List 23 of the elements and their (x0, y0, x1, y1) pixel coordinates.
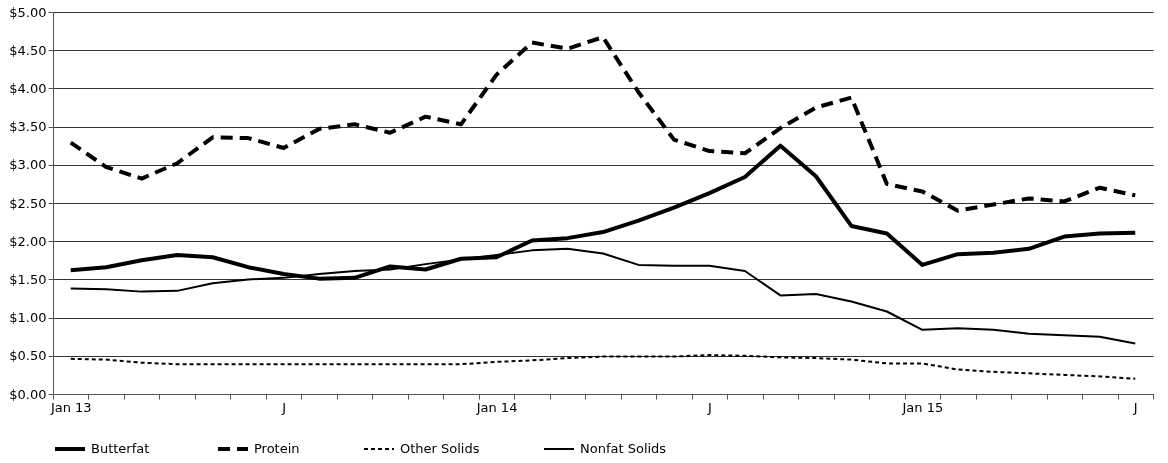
legend-label: Butterfat (91, 441, 150, 456)
legend-label: Protein (254, 441, 300, 456)
y-tick-label: $0.50 (9, 348, 47, 364)
y-tick-label: $1.50 (9, 271, 47, 287)
x-tick-label: J (281, 399, 287, 415)
x-tick-label: J (1132, 399, 1138, 415)
legend-label: Other Solids (400, 441, 480, 456)
y-tick-label: $2.00 (9, 233, 47, 249)
y-tick-label: $3.00 (9, 157, 47, 173)
line-series (69, 354, 1137, 380)
y-tick-label: $2.50 (9, 195, 47, 211)
y-tick-label: $0.00 (9, 386, 47, 402)
x-tick-label: Jan 14 (475, 399, 518, 415)
y-tick-label: $5.00 (9, 4, 47, 20)
y-tick-label: $1.00 (9, 310, 47, 326)
x-tick-label: Jan 13 (49, 399, 92, 415)
y-tick-label: $3.50 (9, 119, 47, 135)
line-series (68, 35, 1138, 213)
legend-label: Nonfat Solids (580, 441, 667, 456)
x-tick-label: Jan 15 (901, 399, 944, 415)
y-tick-label: $4.50 (9, 42, 47, 58)
y-tick-label: $4.00 (9, 80, 47, 96)
x-tick-label: J (707, 399, 712, 415)
